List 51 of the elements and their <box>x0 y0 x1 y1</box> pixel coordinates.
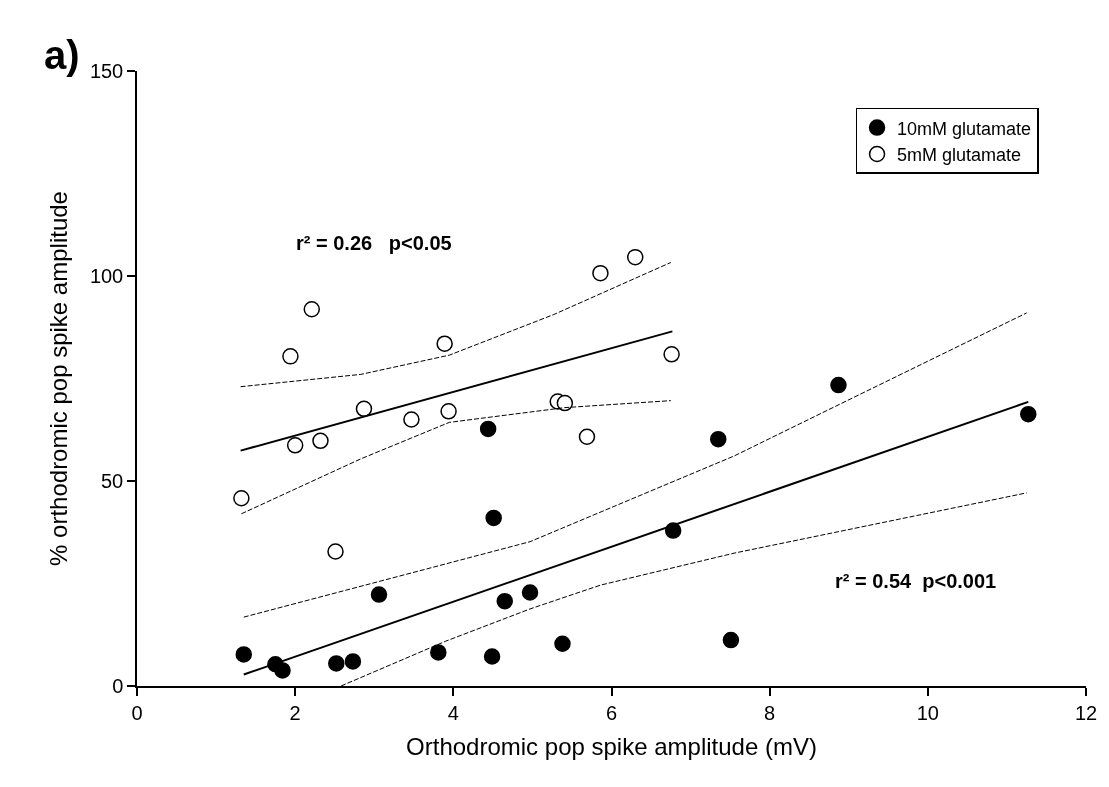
point <box>355 400 373 418</box>
y-tick-label: 0 <box>112 675 124 697</box>
point <box>233 489 250 507</box>
x-tick-label: 12 <box>1074 701 1098 724</box>
point <box>626 248 644 266</box>
point <box>312 432 329 450</box>
point <box>282 348 299 365</box>
point <box>344 653 362 670</box>
y-axis-title: % orthodromic pop spike amplitude <box>45 191 73 566</box>
legend-label: 5mM glutamate <box>897 145 1022 166</box>
point <box>722 631 740 649</box>
point <box>328 655 345 672</box>
annotation: r² = 0.54 p<0.001 <box>835 570 997 592</box>
point <box>479 420 497 438</box>
point <box>370 586 388 603</box>
line-series <box>240 261 672 388</box>
point <box>440 403 457 420</box>
x-tick-label: 2 <box>289 701 301 724</box>
point <box>1020 405 1037 423</box>
x-tick-label: 0 <box>131 701 143 724</box>
x-axis-title: Orthodromic pop spike amplitude (mV) <box>406 732 817 760</box>
text: a) <box>44 33 80 77</box>
annotation: r² = 0.26 p<0.05 <box>296 232 452 254</box>
point <box>663 346 680 363</box>
point <box>436 335 453 352</box>
x-tick-label: 10 <box>916 701 939 724</box>
point <box>327 543 344 560</box>
point <box>403 411 420 428</box>
point <box>496 592 513 610</box>
point <box>430 644 447 661</box>
y-tick-label: 150 <box>89 60 124 82</box>
point <box>830 376 847 394</box>
point <box>578 428 596 445</box>
point <box>521 584 539 601</box>
point <box>485 509 502 527</box>
point <box>592 264 609 282</box>
x-tick-label: 8 <box>764 701 776 724</box>
point <box>554 635 571 653</box>
point <box>556 394 574 412</box>
point <box>235 646 253 663</box>
legend-label: 10mM glutamate <box>897 118 1032 139</box>
x-tick-label: 4 <box>447 701 459 724</box>
point <box>303 300 321 318</box>
y-tick-label: 50 <box>101 470 124 492</box>
point <box>286 437 304 454</box>
point <box>274 662 291 679</box>
y-tick-label: 100 <box>89 265 124 287</box>
point <box>710 430 727 448</box>
x-tick-label: 6 <box>605 701 618 724</box>
point <box>483 648 501 665</box>
line-series <box>243 312 1028 618</box>
